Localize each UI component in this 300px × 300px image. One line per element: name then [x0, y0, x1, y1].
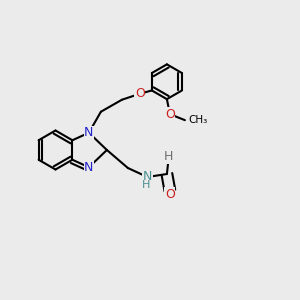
Text: N: N: [84, 161, 94, 174]
Text: H: H: [142, 180, 150, 190]
Text: N: N: [84, 126, 94, 139]
Text: O: O: [165, 108, 175, 121]
Text: H: H: [164, 150, 173, 164]
Text: O: O: [135, 87, 145, 100]
Text: O: O: [165, 188, 175, 201]
Text: N: N: [143, 170, 152, 184]
Text: CH₃: CH₃: [188, 115, 208, 125]
